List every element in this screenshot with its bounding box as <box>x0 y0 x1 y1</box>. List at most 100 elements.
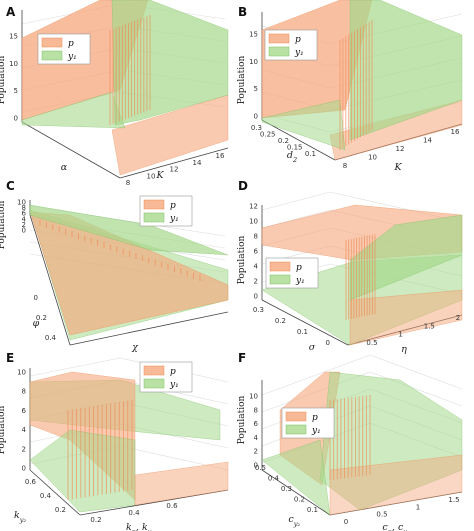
depth-axis-title: kp, ky₁ <box>126 522 154 531</box>
legend: p y₁ <box>265 257 319 289</box>
legend-swatch-y1 <box>269 274 291 285</box>
panel-letter-A: A <box>6 5 16 19</box>
y-tick-label: 0 <box>344 518 348 526</box>
x-axis-title: α <box>61 162 68 173</box>
depth-axis-title: K <box>393 162 402 173</box>
z-tick-label: 10 <box>249 393 258 401</box>
x-axis-line <box>21 121 121 179</box>
x-tick-label: 0.4 <box>268 475 280 483</box>
z-tick-label: 4 <box>254 434 259 442</box>
z-tick-label: 2 <box>22 445 26 453</box>
z-tick-label: 15 <box>249 31 258 39</box>
legend-swatch-p <box>285 411 307 422</box>
z-tick-label: 15 <box>9 33 18 41</box>
legend-swatch-p <box>41 37 63 48</box>
y-tick-label: 8 <box>126 179 130 187</box>
y-tick-label: 0.5 <box>366 339 377 347</box>
surface-y1-floor <box>261 99 346 151</box>
legend-label-p: p <box>170 201 176 211</box>
y-axis-line <box>69 311 229 346</box>
panel-F: F10864200.50.40.30.20.100.511.5Populatio… <box>237 351 463 531</box>
y-axis-title: Population <box>0 405 7 454</box>
y-tick-label: 1 <box>416 503 420 511</box>
x-axis-title: χ <box>131 342 139 353</box>
x-tick-label: 0.25 <box>260 131 276 139</box>
z-tick-label: 0 <box>22 227 26 235</box>
z-tick-label: 5 <box>254 85 258 93</box>
z-tick-label: 6 <box>22 407 27 415</box>
grid-line <box>261 354 371 396</box>
surface-y1-floor <box>261 439 331 516</box>
x-tick-label: 0.15 <box>287 144 303 152</box>
z-tick-label: 2 <box>22 221 26 229</box>
x-tick-label: 0.2 <box>278 137 289 145</box>
x-axis-title: cy₂ <box>288 514 300 528</box>
surface-y1-dome <box>349 214 463 301</box>
legend: p y₁ <box>139 361 193 393</box>
y-axis-line <box>119 147 229 179</box>
y-tick-label: 0.5 <box>376 511 387 519</box>
legend-label-p: p <box>170 367 176 377</box>
legend: p y₁ <box>37 33 91 65</box>
legend: p y₁ <box>281 407 335 439</box>
z-tick-label: 8 <box>254 233 258 241</box>
y-tick-label: 16 <box>451 128 460 136</box>
z-tick-label: 0 <box>254 293 258 301</box>
legend-label-p: p <box>312 413 318 423</box>
z-tick-label: 2 <box>254 278 258 286</box>
y-tick-label: 1.5 <box>424 322 435 330</box>
depth-axis-title: K <box>155 170 164 181</box>
y-axis-title: Population <box>237 55 247 104</box>
x-tick-label: 0.2 <box>36 314 47 322</box>
legend-label-y1: y₁ <box>169 380 179 390</box>
y-axis-title: Population <box>237 395 247 444</box>
z-tick-label: 10 <box>249 58 258 66</box>
x-tick-label: 0.3 <box>253 306 264 314</box>
grid-line <box>261 191 331 211</box>
x-tick-label: 0 <box>326 339 330 347</box>
z-tick-label: 10 <box>249 218 258 226</box>
x-axis-line <box>29 469 81 516</box>
y-tick-label: 12 <box>170 166 179 174</box>
legend-label-p: p <box>295 35 301 45</box>
z-tick-label: 10 <box>9 60 18 68</box>
panel-letter-C: C <box>6 179 15 193</box>
panel-D: D 12 10 8 6 4 2 0 0.3 0.2 0.1 0 0.5 1 1.5 2 Population σ η… <box>237 179 463 355</box>
x-axis-line <box>261 469 331 516</box>
z-tick-label: 0 <box>254 113 258 121</box>
legend-swatch-y1 <box>143 212 165 223</box>
legend-swatch-y1 <box>268 46 290 57</box>
x-tick-label: 0.2 <box>275 317 286 325</box>
surface-p-lower <box>134 461 229 506</box>
x-axis-line <box>261 119 336 161</box>
z-tick-label: 10 <box>17 199 26 207</box>
z-tick-label: 0 <box>22 465 26 473</box>
y-axis-title: Population <box>0 55 7 104</box>
panel-E: E10864200.60.40.20.20.40.6Populationky₂k… <box>0 351 229 531</box>
grid-line <box>29 357 121 377</box>
y-tick-label: 10 <box>147 172 156 180</box>
panel-A: A 15 10 5 0 8 10 12 14 16 Population α Kp y₁ <box>0 0 229 187</box>
legend-swatch-p <box>268 33 290 44</box>
depth-axis-title: φ <box>33 318 40 329</box>
y-tick-label: 12 <box>396 145 405 153</box>
y-tick-label: 10 <box>368 154 377 162</box>
legend-label-y1: y₁ <box>311 426 321 436</box>
panel-B: B 15 10 5 0 0.30.250.20.150.1 8 10 12 14 16 Populat… <box>237 0 463 173</box>
legend-swatch-p <box>143 365 165 376</box>
x-tick-label: 0 <box>34 294 38 302</box>
x-tick-label: 0.4 <box>45 334 57 342</box>
legend-swatch-p <box>269 261 291 272</box>
x-axis-title: σ <box>309 342 316 353</box>
z-tick-label: 8 <box>22 388 26 396</box>
legend-swatch-p <box>143 199 165 210</box>
z-tick-label: 10 <box>17 369 26 377</box>
z-tick-label: 6 <box>254 420 259 428</box>
z-tick-label: 4 <box>254 263 259 271</box>
x-tick-label: 0.4 <box>40 492 52 500</box>
y-tick-label: 0.2 <box>90 516 101 524</box>
y-tick-label: 14 <box>193 159 202 167</box>
surface-y1-wall <box>349 0 463 141</box>
